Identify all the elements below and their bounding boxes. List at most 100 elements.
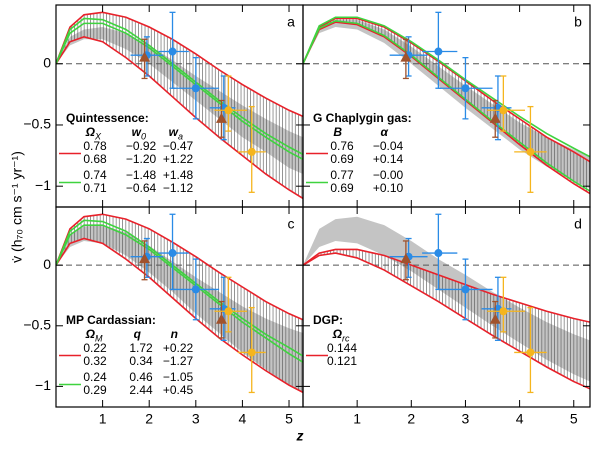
legend-value: 0.68 xyxy=(83,152,107,166)
legend-value: 0.78 xyxy=(83,139,107,153)
legend-header: B xyxy=(333,125,342,139)
data-point xyxy=(489,112,501,123)
x-tick-label: 4 xyxy=(239,411,247,427)
hatched-region xyxy=(303,249,590,389)
data-point xyxy=(526,348,535,357)
legend-value: 2.44 xyxy=(129,383,153,397)
legend-header: q xyxy=(134,327,142,341)
legend-value: −0.04 xyxy=(373,139,404,153)
x-axis-label: z xyxy=(296,428,304,444)
data-point xyxy=(247,348,256,357)
legend-header-sub: a xyxy=(178,131,183,141)
legend-value: 0.34 xyxy=(129,354,153,368)
confidence-band xyxy=(303,19,590,189)
legend-value: −1.05 xyxy=(163,370,194,384)
data-point xyxy=(461,84,470,93)
legend-value: 0.32 xyxy=(83,354,107,368)
y-axis-label: v̇ (h₇₀ cm s⁻¹ yr⁻¹) xyxy=(9,151,25,263)
legend-value: 0.24 xyxy=(83,370,107,384)
legend-value: +0.10 xyxy=(373,181,404,195)
data-point xyxy=(461,285,470,294)
x-tick-label: 5 xyxy=(285,411,293,427)
legend-header: n xyxy=(171,327,178,341)
data-point xyxy=(224,106,233,115)
legend-value: 0.74 xyxy=(83,168,107,182)
legend-value: 1.72 xyxy=(129,341,153,355)
panel-frame xyxy=(302,206,591,408)
y-tick-label: −1 xyxy=(35,377,51,393)
panel-label: d xyxy=(574,216,582,232)
legend-value: 0.69 xyxy=(330,181,354,195)
legend-value: −1.20 xyxy=(126,152,157,166)
y-tick-label: −0.5 xyxy=(23,116,51,132)
legend-value: −1.27 xyxy=(163,354,194,368)
legend-value: 0.77 xyxy=(330,168,354,182)
legend-value: 0.22 xyxy=(83,341,107,355)
legend-value: −0.47 xyxy=(163,139,194,153)
data-point xyxy=(168,249,177,258)
model-curve xyxy=(56,35,303,200)
legend-value: 0.144 xyxy=(327,341,357,355)
legend-title: G Chaplygin gas: xyxy=(313,111,412,125)
legend-value: 0.69 xyxy=(330,152,354,166)
legend-value: −1.48 xyxy=(126,168,157,182)
legend-value: −0.00 xyxy=(373,168,404,182)
legend-title: MP Cardassian: xyxy=(66,313,156,327)
data-point xyxy=(191,84,200,93)
data-point xyxy=(400,51,412,62)
x-tick-label: 1 xyxy=(353,411,361,427)
x-tick-label: 2 xyxy=(145,411,153,427)
data-point xyxy=(499,307,508,316)
x-tick-label: 3 xyxy=(192,411,200,427)
legend-value: +0.22 xyxy=(163,341,194,355)
x-tick-label: 1 xyxy=(99,411,107,427)
legend-value: 0.71 xyxy=(83,181,107,195)
legend-header-sub: X xyxy=(94,131,102,141)
data-point xyxy=(489,313,501,324)
data-point xyxy=(434,47,443,56)
legend-value: +0.45 xyxy=(163,383,194,397)
panel xyxy=(56,213,303,394)
panel xyxy=(303,213,590,394)
data-point xyxy=(168,47,177,56)
x-tick-label: 2 xyxy=(407,411,415,427)
data-point xyxy=(526,147,535,156)
legend-value: −0.64 xyxy=(126,181,157,195)
panel xyxy=(303,11,590,195)
data-point xyxy=(499,106,508,115)
model-curve xyxy=(56,237,303,394)
legend-header: Ω xyxy=(85,125,96,139)
data-point xyxy=(139,51,151,62)
data-point xyxy=(224,307,233,316)
y-tick-label: −0.5 xyxy=(23,316,51,332)
data-point xyxy=(215,112,227,123)
panel xyxy=(56,11,303,200)
legend-title: Quintessence: xyxy=(66,111,149,125)
y-tick-label: −1 xyxy=(35,177,51,193)
legend-header: Ω xyxy=(85,327,96,341)
legend-value: −0.92 xyxy=(126,139,157,153)
data-point xyxy=(139,253,151,264)
data-point xyxy=(400,253,412,264)
legend-value: +1.48 xyxy=(163,168,194,182)
data-point xyxy=(434,249,443,258)
model-curve xyxy=(303,252,590,390)
legend-value: 0.121 xyxy=(327,354,357,368)
x-tick-label: 5 xyxy=(570,411,578,427)
y-tick-label: 0 xyxy=(43,256,51,272)
legend-value: 0.46 xyxy=(129,370,153,384)
legend-title: DGP: xyxy=(313,313,343,327)
legend-value: +1.22 xyxy=(163,152,194,166)
legend-header-sub: M xyxy=(95,333,103,343)
panel-label: c xyxy=(288,216,295,232)
panel-label: b xyxy=(574,14,582,30)
x-tick-label: 4 xyxy=(516,411,524,427)
data-point xyxy=(215,313,227,324)
legend-value: −1.12 xyxy=(163,181,194,195)
y-tick-label: 0 xyxy=(43,54,51,70)
legend-value: 0.76 xyxy=(330,139,354,153)
x-tick-label: 3 xyxy=(462,411,470,427)
legend-value: +0.14 xyxy=(373,152,404,166)
legend-header-sub: rc xyxy=(342,333,350,343)
legend-header-sub: 0 xyxy=(141,131,146,141)
